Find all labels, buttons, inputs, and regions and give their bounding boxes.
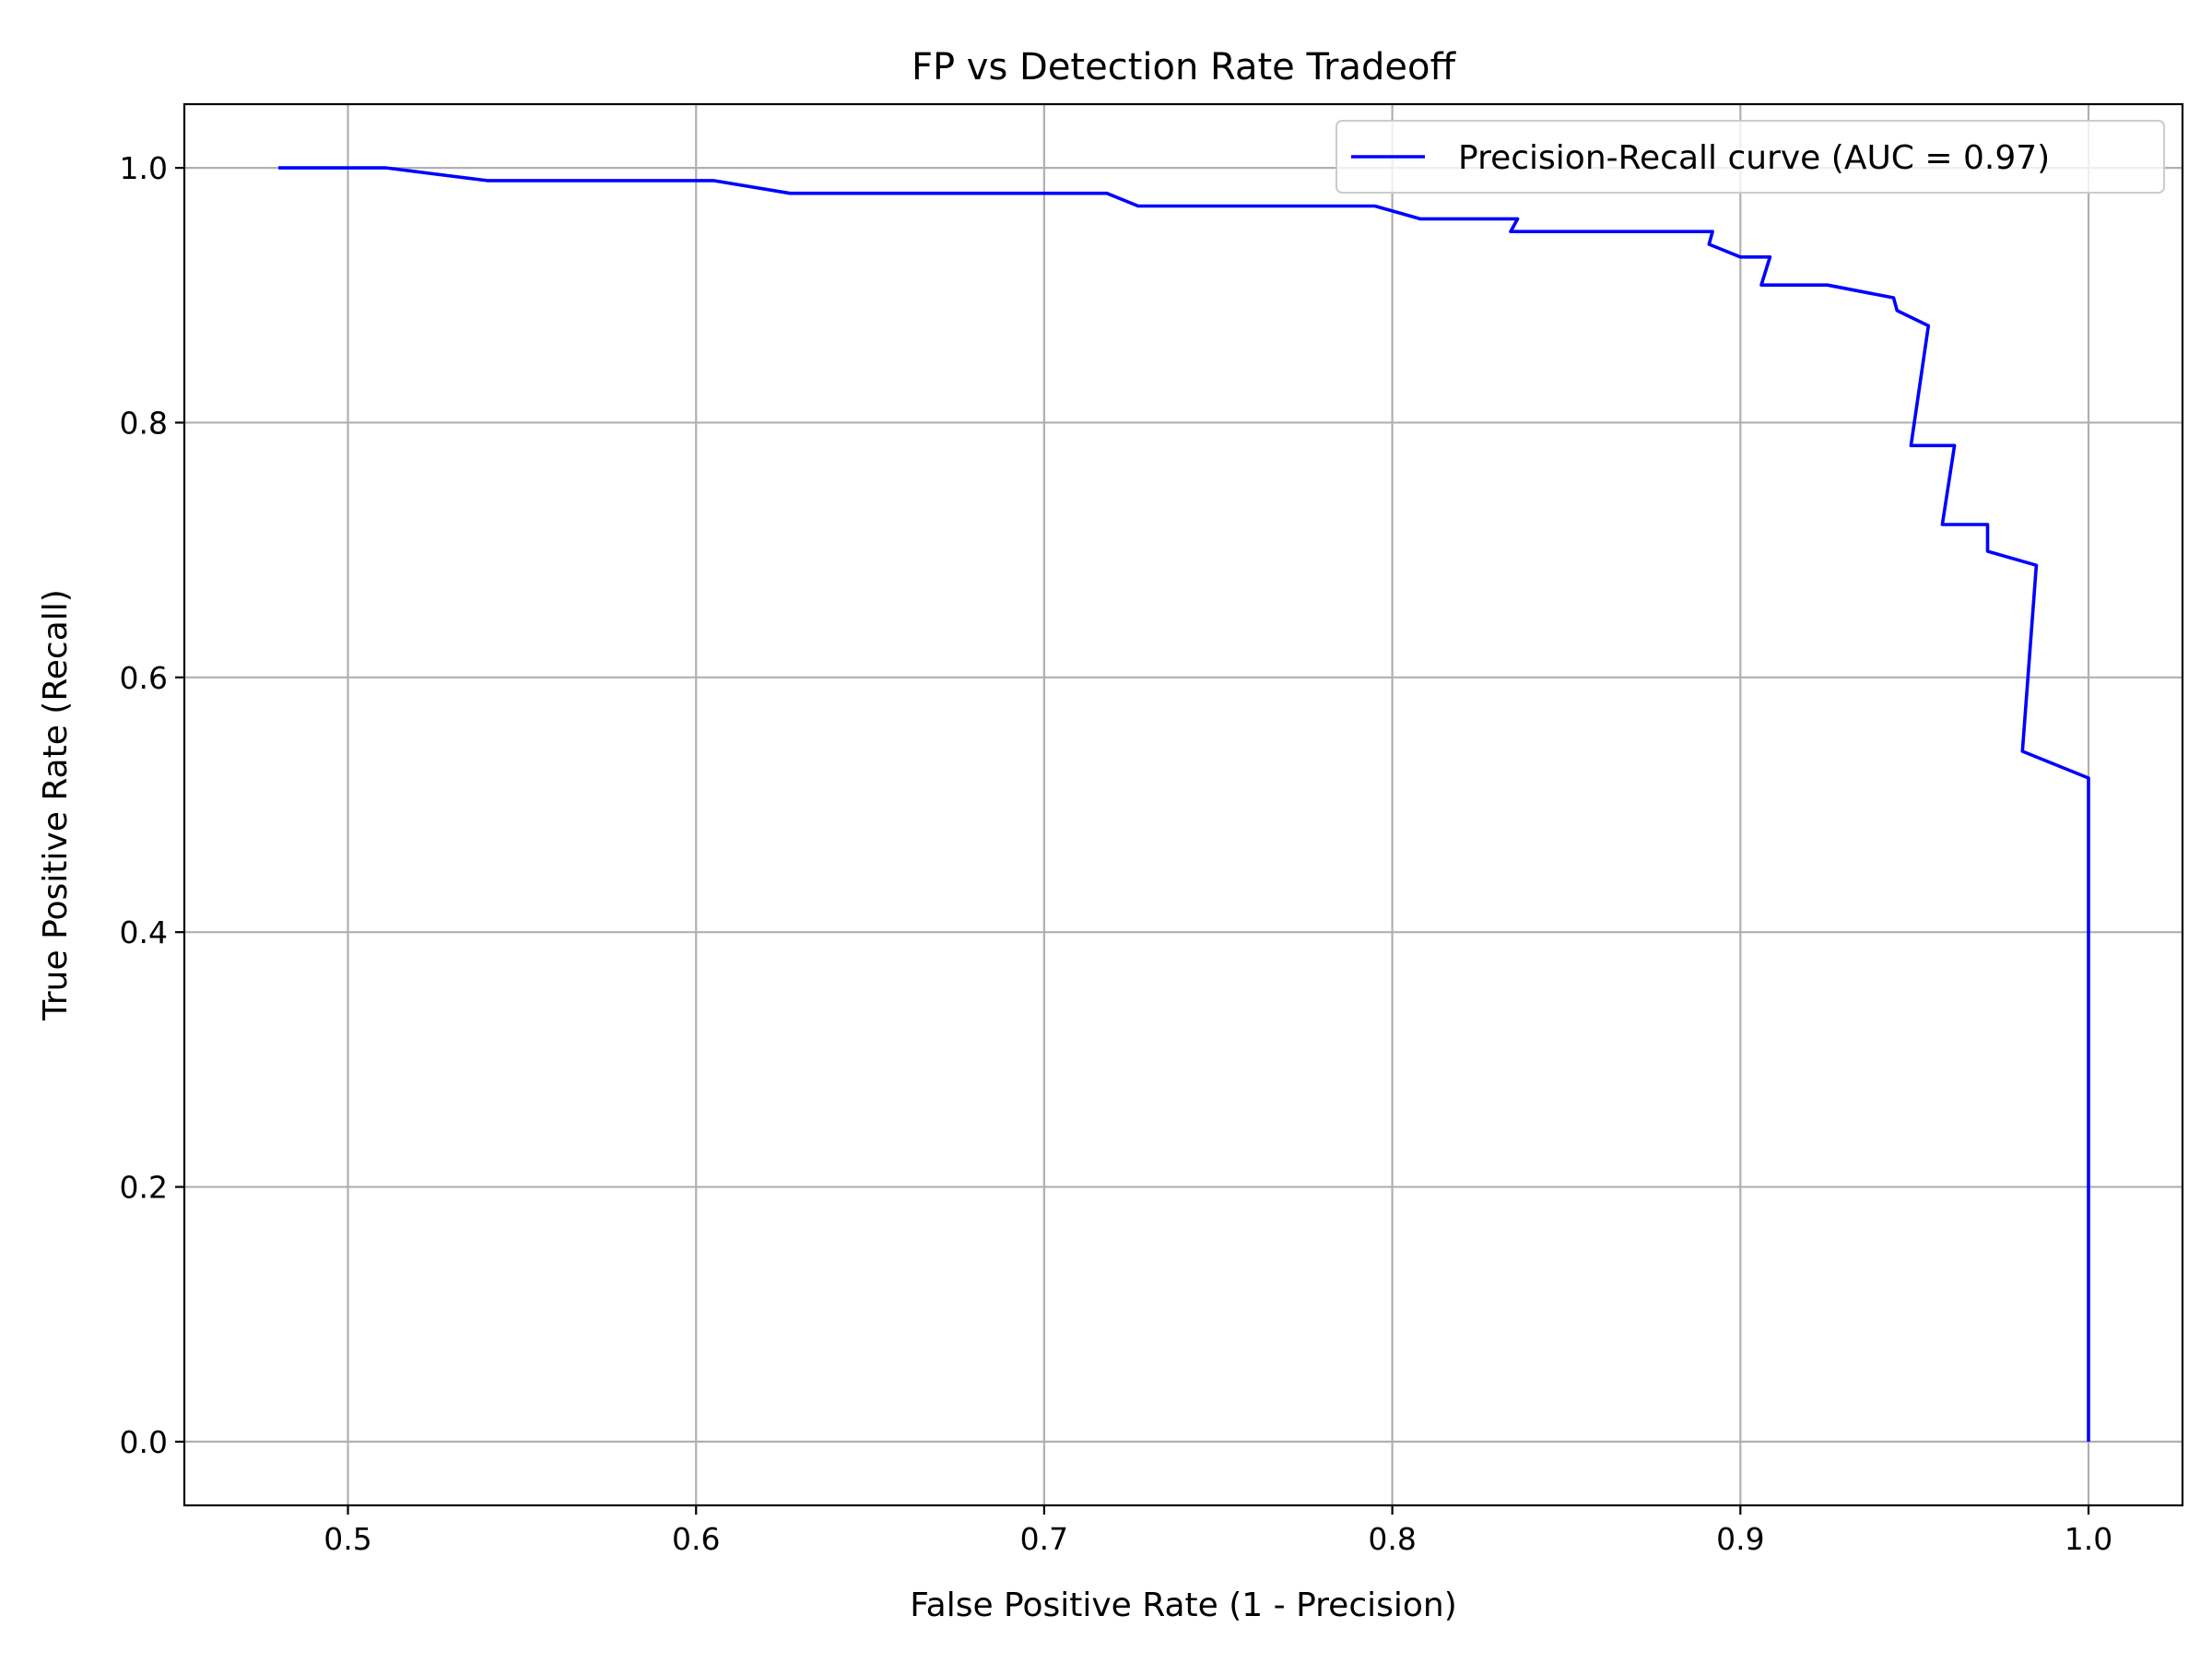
axis-ticks: 0.5 0.6 0.7 0.8 0.9 1.0 0.0 0.2 0.4 0.6 0.8 1.0	[120, 150, 2113, 1557]
chart-title: FP vs Detection Rate Tradeoff	[912, 46, 1457, 88]
y-tick-label: 0.4	[120, 914, 168, 950]
y-tick-label: 0.2	[120, 1170, 168, 1206]
legend-label: Precision-Recall curve (AUC = 0.97)	[1458, 139, 2050, 177]
y-tick-label: 1.0	[120, 150, 168, 186]
x-tick-label: 0.5	[324, 1521, 371, 1557]
y-tick-label: 0.8	[120, 405, 168, 441]
x-tick-label: 1.0	[2065, 1521, 2112, 1557]
x-tick-label: 0.8	[1368, 1521, 1416, 1557]
x-axis-label: False Positive Rate (1 - Precision)	[910, 1586, 1457, 1624]
legend-box	[1335, 120, 2165, 194]
x-tick-label: 0.7	[1020, 1521, 1068, 1557]
series-layer	[278, 166, 2090, 1442]
y-tick-label: 0.6	[120, 660, 168, 696]
y-tick-label: 0.0	[120, 1424, 168, 1460]
x-tick-label: 0.6	[672, 1521, 720, 1557]
legend: Precision-Recall curve (AUC = 0.97)	[1335, 120, 2165, 194]
x-tick-label: 0.9	[1716, 1521, 1764, 1557]
series-line	[278, 166, 2090, 1442]
plot-frame	[182, 102, 2184, 1507]
y-axis-label: True Positive Rate (Recall)	[37, 589, 75, 1021]
